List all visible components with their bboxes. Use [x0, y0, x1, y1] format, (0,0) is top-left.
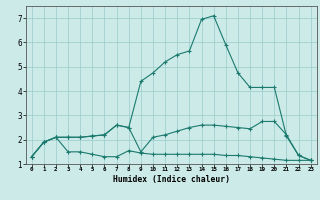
X-axis label: Humidex (Indice chaleur): Humidex (Indice chaleur) — [113, 175, 230, 184]
